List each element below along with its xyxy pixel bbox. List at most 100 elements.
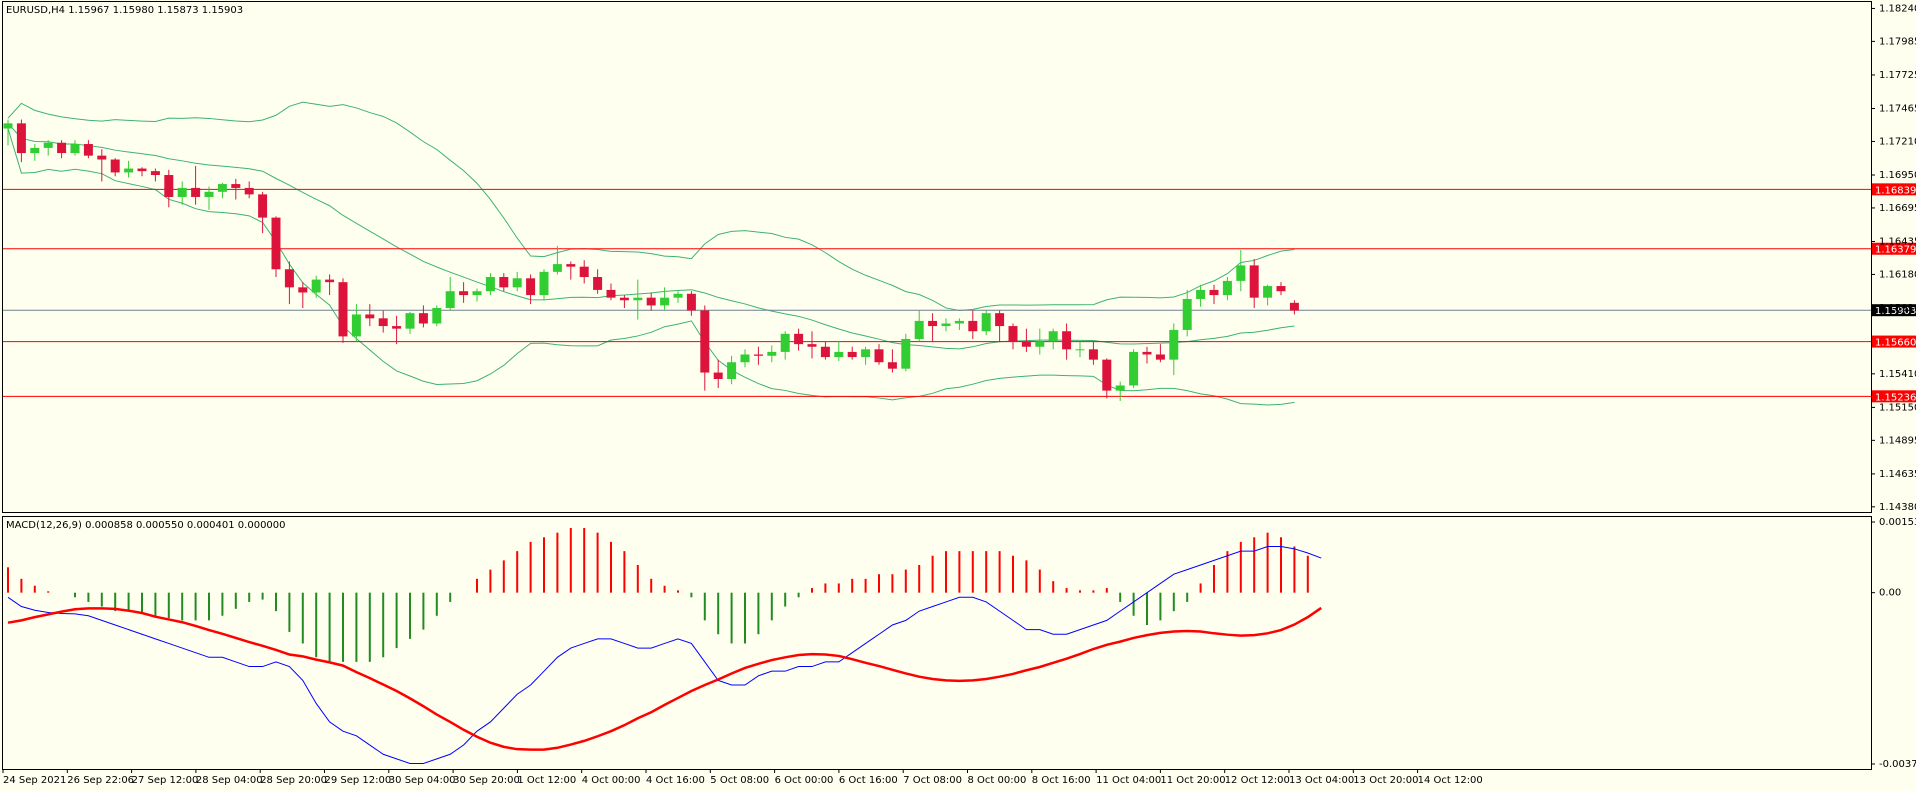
bull-candle-body xyxy=(217,184,227,192)
price-tick-label: 1.16950 xyxy=(1879,170,1916,181)
bull-candle-body xyxy=(981,313,991,332)
bull-candle-body xyxy=(1196,289,1206,299)
bull-candle-body xyxy=(3,123,13,129)
bear-candle-body xyxy=(231,184,241,188)
bear-candle-body xyxy=(606,289,616,298)
price-tick-label: 1.17465 xyxy=(1879,104,1916,115)
symbol-price-info: EURUSD,H4 1.15967 1.15980 1.15873 1.1590… xyxy=(6,5,243,16)
bear-candle-body xyxy=(83,144,93,156)
price-tick-label: 1.17210 xyxy=(1879,136,1916,147)
time-tick-label: 8 Oct 00:00 xyxy=(968,775,1027,786)
bull-candle-body xyxy=(405,313,415,329)
time-tick-label: 6 Oct 00:00 xyxy=(775,775,834,786)
band-upper xyxy=(7,101,1295,311)
bull-candle-body xyxy=(954,320,964,324)
bear-candle-body xyxy=(97,155,107,160)
bear-candle-body xyxy=(244,187,254,195)
price-tick-label: 1.14635 xyxy=(1879,469,1916,480)
level-label: 1.16379 xyxy=(1875,245,1916,256)
bear-candle-body xyxy=(338,282,348,337)
bull-candle-body xyxy=(1075,349,1085,351)
price-tick-label: 1.17725 xyxy=(1879,70,1916,81)
bear-candle-body xyxy=(1008,326,1018,342)
bear-candle-body xyxy=(1142,351,1152,355)
bull-candle-body xyxy=(861,349,871,358)
time-tick-label: 7 Oct 08:00 xyxy=(903,775,962,786)
time-tick-label: 26 Sep 22:06 xyxy=(67,775,134,786)
price-tick-label: 1.16435 xyxy=(1879,237,1916,248)
bull-candle-body xyxy=(914,320,924,339)
bear-candle-body xyxy=(686,293,696,311)
bear-candle-body xyxy=(418,313,428,324)
time-tick-label: 1 Oct 12:00 xyxy=(517,775,576,786)
bear-candle-body xyxy=(1088,349,1098,360)
time-tick-label: 29 Sep 12:00 xyxy=(325,775,392,786)
bear-candle-body xyxy=(526,278,536,296)
bull-candle-body xyxy=(432,308,442,324)
macd-line xyxy=(7,546,1322,764)
level-tag xyxy=(1872,242,1916,255)
price-tick-label: 1.15920 xyxy=(1879,303,1916,314)
bear-candle-body xyxy=(325,279,335,283)
time-tick-label: 13 Oct 04:00 xyxy=(1289,775,1354,786)
price-tick-label: 1.15410 xyxy=(1879,369,1916,380)
time-tick-label: 28 Sep 20:00 xyxy=(260,775,327,786)
band-middle xyxy=(7,123,1295,350)
bull-candle-body xyxy=(351,314,361,337)
bear-candle-body xyxy=(1021,341,1031,347)
macd-info: MACD(12,26,9) 0.000858 0.000550 0.000401… xyxy=(6,520,286,531)
macd-tick-label: 0.00 xyxy=(1879,588,1901,599)
bull-candle-body xyxy=(1236,265,1246,281)
horizontal-levels[interactable]: 1.16839 1.16379 1.15903 1.15660 1.15236 xyxy=(3,183,1916,403)
bear-candle-body xyxy=(820,346,830,358)
bear-candle-body xyxy=(928,320,938,327)
bear-candle-body xyxy=(378,318,388,327)
bear-candle-body xyxy=(57,142,67,154)
time-tick-label: 12 Oct 12:00 xyxy=(1225,775,1290,786)
bull-candle-body xyxy=(901,338,911,369)
bull-candle-body xyxy=(1169,329,1179,360)
macd-axis: 0.001531 0.00 -0.003711 xyxy=(1871,517,1916,770)
bull-candle-body xyxy=(834,351,844,358)
bear-candle-body xyxy=(700,310,710,373)
bear-candle-body xyxy=(16,123,26,154)
time-tick-label: 14 Oct 12:00 xyxy=(1418,775,1483,786)
bear-candle-body xyxy=(258,194,268,218)
macd-lines xyxy=(7,546,1322,764)
bull-candle-body xyxy=(539,271,549,296)
time-tick-label: 5 Oct 08:00 xyxy=(710,775,769,786)
level-label: 1.15903 xyxy=(1875,306,1916,317)
bull-candle-body xyxy=(673,293,683,298)
level-tag xyxy=(1872,183,1916,196)
bull-candle-body xyxy=(780,333,790,352)
time-tick-label: 4 Oct 16:00 xyxy=(646,775,705,786)
bear-candle-body xyxy=(646,297,656,306)
bear-candle-body xyxy=(365,314,375,319)
bear-candle-body xyxy=(1155,354,1165,360)
bull-candle-body xyxy=(43,142,53,148)
bear-candle-body xyxy=(271,217,281,270)
bull-candle-body xyxy=(941,323,951,327)
bear-candle-body xyxy=(794,333,804,345)
bear-candle-body xyxy=(619,297,629,301)
price-tick-label: 1.14895 xyxy=(1879,435,1916,446)
bear-candle-body xyxy=(579,266,589,278)
signal-line xyxy=(7,606,1322,751)
price-axis: 1.18240 1.17985 1.17725 1.17465 1.17210 1.169… xyxy=(1871,3,1916,513)
level-tag xyxy=(1872,335,1916,348)
bear-candle-body xyxy=(1062,331,1072,350)
bull-candle-body xyxy=(177,187,187,197)
bull-candle-body xyxy=(124,168,134,173)
bear-candle-body xyxy=(995,313,1005,327)
band-lower xyxy=(7,128,1295,406)
price-panel-frame xyxy=(2,1,1872,513)
level-tag xyxy=(1872,390,1916,403)
bull-candle-body xyxy=(204,191,214,197)
bull-candle-body xyxy=(1035,341,1045,347)
bear-candle-body xyxy=(847,351,857,358)
price-tick-label: 1.17985 xyxy=(1879,36,1916,47)
level-label: 1.16839 xyxy=(1875,185,1916,196)
